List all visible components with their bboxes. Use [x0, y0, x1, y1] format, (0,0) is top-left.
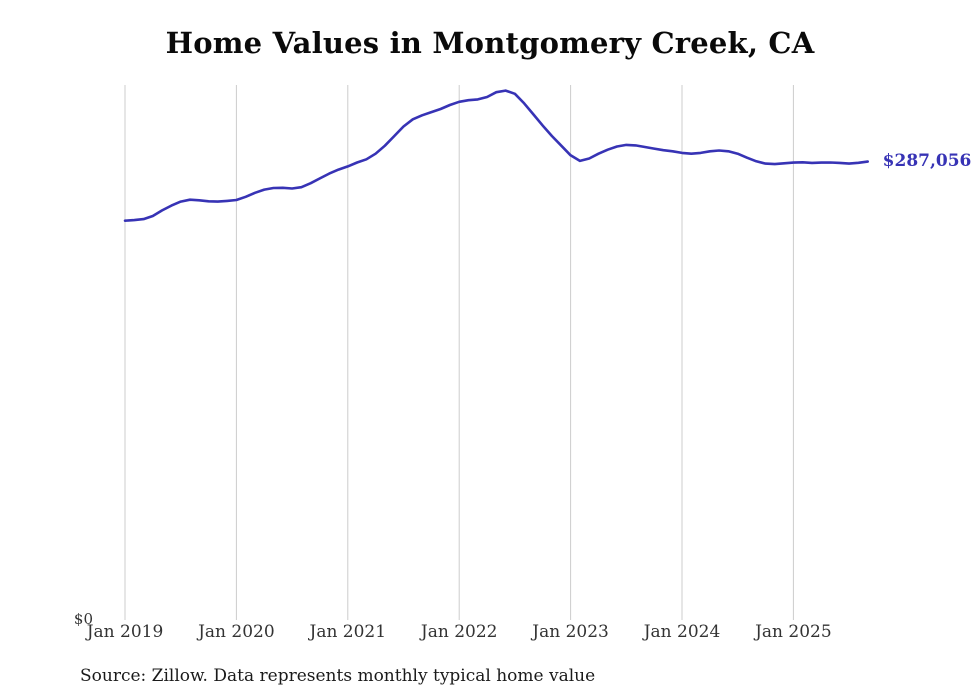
- chart-title: Home Values in Montgomery Creek, CA: [165, 26, 815, 60]
- y-axis-zero-label: $0: [73, 610, 93, 628]
- x-axis-tick-label: Jan 2025: [755, 622, 832, 642]
- source-note: Source: Zillow. Data represents monthly …: [80, 666, 596, 686]
- x-axis-tick-label: Jan 2022: [420, 622, 498, 642]
- latest-value-label: $287,056: [882, 150, 972, 171]
- gridlines: [124, 85, 794, 620]
- x-axis-tick-label: Jan 2023: [532, 622, 609, 642]
- x-axis-tick-label: Jan 2024: [643, 622, 721, 642]
- x-axis-tick-label: Jan 2019: [86, 622, 164, 642]
- x-axis-tick-label: Jan 2020: [198, 622, 275, 642]
- home-value-line: [123, 89, 869, 222]
- x-axis-tick-label: Jan 2021: [309, 622, 387, 642]
